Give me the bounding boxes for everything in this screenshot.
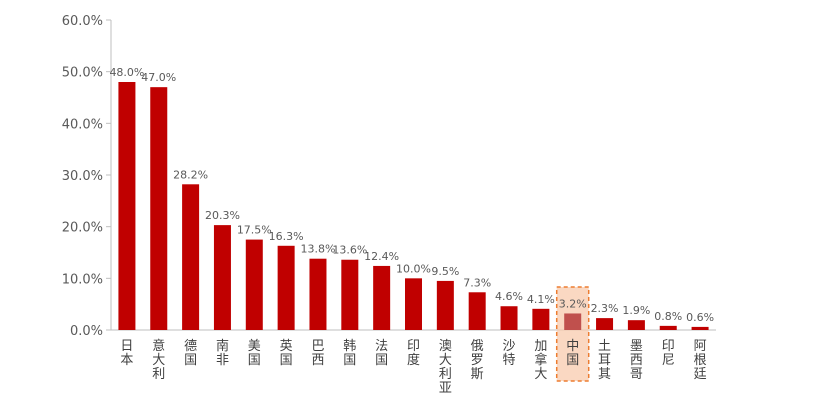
bar: [405, 278, 422, 330]
x-tick-label: 阿根廷: [694, 339, 707, 382]
bar: [118, 82, 136, 330]
y-tick-label: 10.0%: [62, 272, 103, 287]
x-tick-label: 意大利: [152, 338, 165, 382]
x-tick-label: 沙特: [503, 339, 516, 368]
data-label: 7.3%: [463, 276, 491, 289]
x-tick-label: 土耳其: [598, 339, 611, 382]
y-tick-label: 20.0%: [62, 221, 103, 236]
bar: [277, 245, 295, 330]
data-label: 48.0%: [109, 66, 144, 79]
data-label: 13.6%: [332, 244, 367, 257]
data-label: 28.2%: [173, 168, 208, 181]
bar: [596, 318, 614, 330]
data-label: 0.8%: [654, 310, 682, 323]
data-label: 16.3%: [269, 230, 304, 243]
data-label: 0.6%: [686, 311, 714, 324]
x-tick-label: 巴西: [311, 339, 324, 368]
x-tick-label: 俄罗斯: [471, 339, 484, 382]
x-tick-label: 日本: [120, 339, 133, 368]
x-tick-label: 印尼: [662, 339, 675, 368]
y-axis: 0.0% 10.0% 20.0% 30.0% 40.0% 50.0% 60.0%: [62, 14, 112, 339]
bar: [659, 325, 677, 330]
data-label: 20.3%: [205, 209, 240, 222]
data-label: 1.9%: [622, 304, 650, 317]
bar: [564, 313, 582, 330]
x-tick-label: 墨西哥: [630, 339, 643, 382]
highlight-box: [555, 286, 590, 382]
x-tick-label: 法国: [375, 339, 388, 368]
bar: [341, 259, 359, 330]
bar: [468, 292, 486, 330]
y-tick-label: 30.0%: [62, 169, 103, 184]
bar: [691, 326, 709, 330]
data-label: 4.1%: [527, 293, 555, 306]
bar: [436, 280, 454, 330]
x-tick-label: 韩国: [343, 339, 356, 368]
x-tick-label: 印度: [407, 339, 420, 368]
data-label: 2.3%: [591, 302, 619, 315]
x-tick-label: 美国: [248, 339, 261, 368]
bar: [373, 265, 391, 330]
bar: [213, 225, 231, 330]
x-tick-label: 英国: [280, 339, 293, 368]
data-label: 17.5%: [237, 224, 272, 237]
x-tick-label: 加拿大: [534, 339, 547, 382]
data-label: 3.2%: [559, 297, 587, 310]
y-tick-label: 40.0%: [62, 117, 103, 132]
bar: [245, 239, 263, 330]
x-tick-label: 德国: [184, 339, 197, 368]
data-label: 9.5%: [431, 265, 459, 278]
bar: [182, 184, 200, 330]
highlight-box-layer: [555, 286, 590, 382]
x-tick-label: 南非: [216, 338, 229, 368]
bar: [150, 87, 168, 331]
x-tick-label: 中国: [566, 339, 579, 368]
bar: [500, 306, 518, 330]
bar: [627, 320, 645, 330]
data-label: 47.0%: [141, 71, 176, 84]
y-tick-label: 60.0%: [62, 14, 103, 29]
bar: [309, 258, 327, 330]
data-label: 13.8%: [300, 243, 335, 256]
data-label: 12.4%: [364, 250, 399, 263]
bar: [532, 308, 550, 330]
y-tick-label: 0.0%: [70, 324, 103, 339]
x-tick-label: 澳大利亚: [439, 338, 452, 396]
bars-layer: [118, 82, 709, 331]
data-label: 4.6%: [495, 290, 523, 303]
data-labels-layer: 48.0%47.0% 28.2% 20.3% 17.5%16.3%13.8%13.6%…: [109, 66, 714, 324]
y-tick-label: 50.0%: [62, 66, 103, 81]
data-label: 10.0%: [396, 262, 431, 275]
